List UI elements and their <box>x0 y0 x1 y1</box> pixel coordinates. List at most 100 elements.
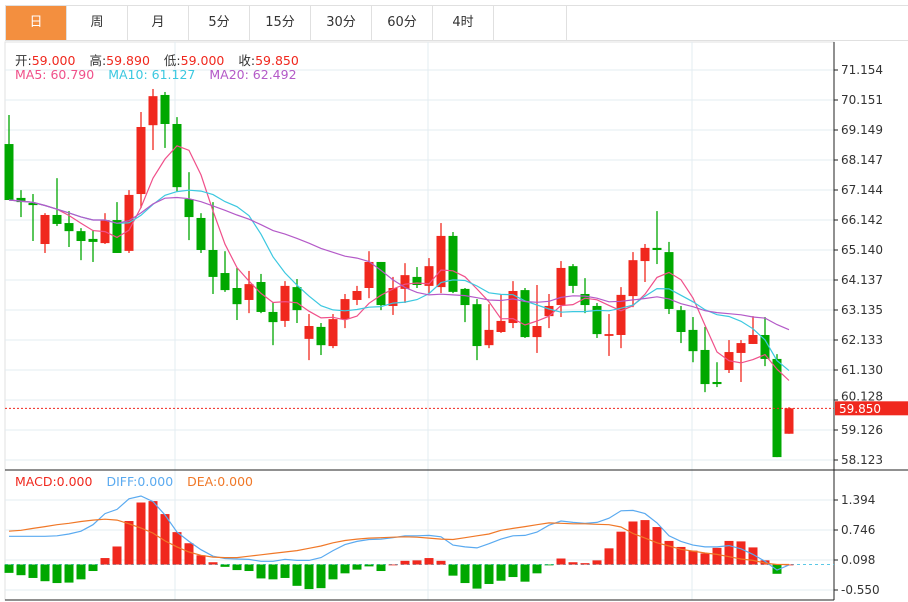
open-value: 59.000 <box>31 53 76 68</box>
macd-bar <box>52 564 62 584</box>
tab-2[interactable]: 月 <box>128 6 189 40</box>
candle <box>316 323 326 356</box>
price-tick-label: 65.140 <box>841 243 883 257</box>
macd-bar <box>316 564 326 589</box>
candle <box>472 299 482 361</box>
macd-value: MACD:0.000 <box>15 474 93 489</box>
high-label: 高: <box>89 53 107 68</box>
candle-body <box>664 252 674 309</box>
candle <box>568 264 578 294</box>
macd-bar <box>364 564 374 567</box>
macd-bar <box>304 564 314 590</box>
candle <box>88 229 98 262</box>
candle <box>400 263 410 303</box>
candle-body <box>316 326 326 346</box>
tab-1[interactable]: 周 <box>67 6 128 40</box>
macd-bar <box>460 564 470 584</box>
macd-bar <box>76 564 86 580</box>
tab-6[interactable]: 60分 <box>372 6 433 40</box>
candle <box>208 202 218 294</box>
candle-body <box>136 126 146 195</box>
macd-bar <box>292 564 302 586</box>
candle-body <box>652 247 662 250</box>
dea-line <box>8 518 789 566</box>
macd-bar <box>616 531 626 565</box>
macd-tick-label: 0.746 <box>841 523 875 537</box>
candle-body <box>544 305 554 317</box>
candle-body <box>256 282 266 312</box>
macd-bar <box>268 564 278 580</box>
macd-bar <box>220 564 230 567</box>
candle-body <box>208 249 218 277</box>
candle <box>436 223 446 294</box>
tab-7[interactable]: 4时 <box>433 6 494 40</box>
candle <box>328 314 338 349</box>
macd-bar <box>508 564 518 578</box>
candle-body <box>40 214 50 245</box>
dea-value: DEA:0.000 <box>187 474 254 489</box>
macd-bar <box>256 564 266 579</box>
candle-body <box>712 381 722 385</box>
macd-bar <box>448 564 458 576</box>
candle-body <box>568 266 578 286</box>
tab-5[interactable]: 30分 <box>311 6 372 40</box>
candle <box>556 261 566 318</box>
candle-body <box>736 343 746 353</box>
tab-spacer <box>494 6 567 40</box>
price-tick-label: 63.135 <box>841 303 883 317</box>
macd-bar <box>604 548 614 565</box>
candle <box>412 267 422 289</box>
candle-body <box>436 235 446 288</box>
candle <box>304 314 314 361</box>
macd-bar <box>352 564 362 570</box>
low-label: 低: <box>163 53 181 68</box>
macd-bar <box>340 564 350 574</box>
ma20-line <box>8 196 790 331</box>
candle-body <box>424 266 434 286</box>
candle <box>628 252 638 308</box>
ohlc-readout: 开:59.000 高:59.890 低:59.000 收:59.850 <box>15 50 299 69</box>
candle-body <box>388 288 398 306</box>
candle-body <box>508 290 518 324</box>
candle-body <box>340 299 350 320</box>
macd-bar <box>136 502 146 565</box>
candle-body <box>532 326 542 338</box>
candle <box>268 302 278 346</box>
price-tick-label: 69.149 <box>841 123 883 137</box>
price-tick-label: 71.154 <box>841 63 883 77</box>
tab-4[interactable]: 15分 <box>250 6 311 40</box>
candle <box>4 115 14 201</box>
price-tick-label: 59.126 <box>841 423 883 437</box>
tab-3[interactable]: 5分 <box>189 6 250 40</box>
ma10-value: MA10: 61.127 <box>108 67 196 82</box>
macd-bar <box>160 514 170 565</box>
macd-bar <box>88 564 98 572</box>
candle-body <box>496 320 506 332</box>
macd-bar <box>520 564 530 582</box>
current-price-badge <box>835 401 908 416</box>
tab-0[interactable]: 日 <box>6 6 67 40</box>
candle-body <box>160 94 170 124</box>
candle <box>52 178 62 227</box>
candle <box>160 91 170 148</box>
candle <box>544 293 554 329</box>
candle-body <box>472 304 482 347</box>
macd-bar <box>424 558 434 565</box>
candle-body <box>280 285 290 321</box>
candle-body <box>628 260 638 297</box>
macd-bar <box>568 562 578 565</box>
macd-bar <box>280 564 290 578</box>
candle <box>712 362 722 388</box>
candle <box>112 202 122 253</box>
candle-body <box>640 247 650 262</box>
candle <box>484 304 494 349</box>
macd-bar <box>40 564 50 582</box>
candle-body <box>448 235 458 292</box>
candle-body <box>88 238 98 242</box>
candle-body <box>28 203 38 206</box>
macd-bar <box>376 564 386 572</box>
candle-body <box>196 217 206 250</box>
candle-body <box>700 349 710 385</box>
macd-bar <box>208 562 218 565</box>
